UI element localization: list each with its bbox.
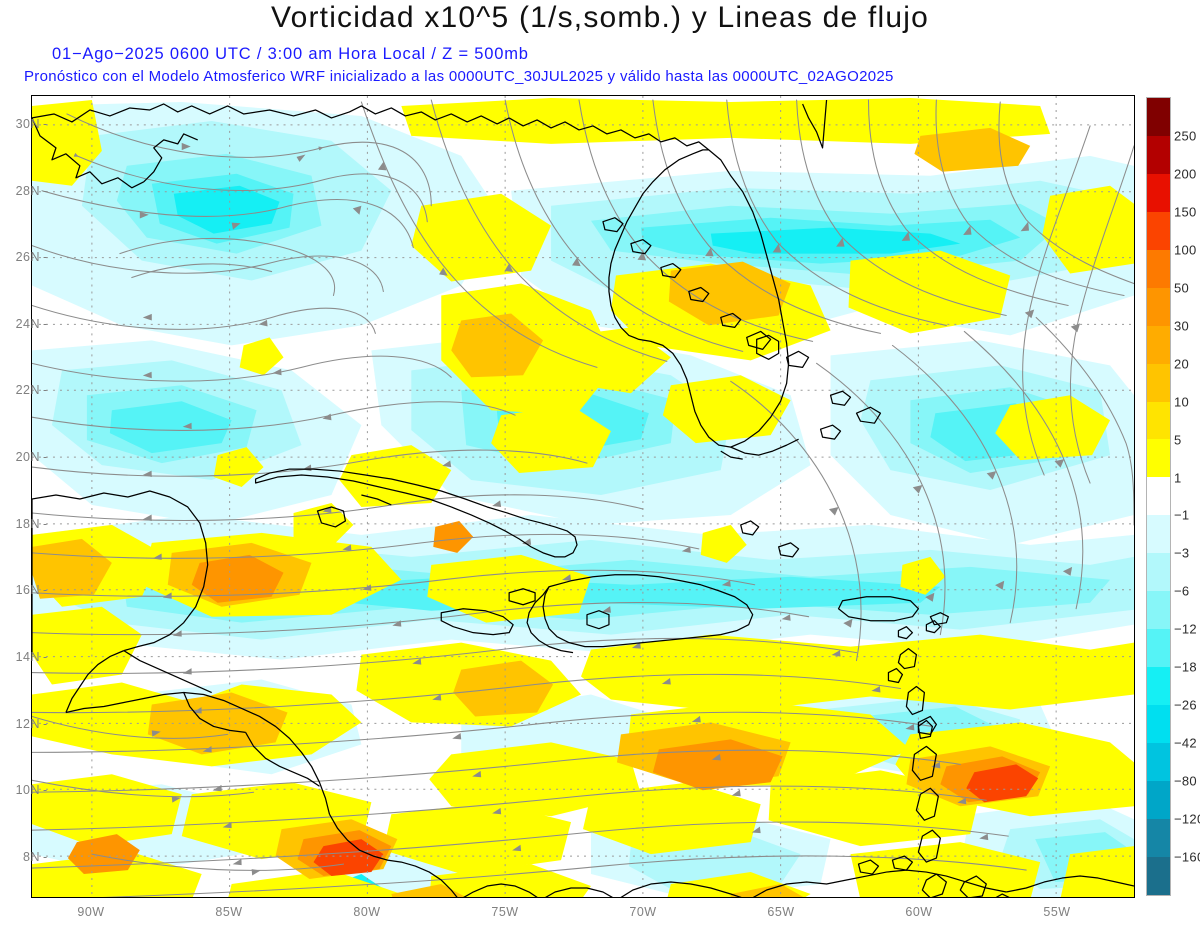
colorbar-band [1147,363,1170,402]
weather-map [32,96,1134,897]
colorbar-tick-label: 1 [1174,470,1182,486]
lat-tick-label: 12N [15,717,40,731]
colorbar-band [1147,742,1170,781]
lat-tick-mark: - [43,383,48,397]
colorbar-band [1147,98,1170,136]
chart-header: Vorticidad x10^5 (1/s,somb.) y Lineas de… [0,0,1200,95]
lat-tick-mark: - [43,717,48,731]
colorbar-tick-label: −160 [1174,849,1200,865]
lon-tick-label: 85W [215,905,243,919]
lat-tick-label: 10N [15,783,40,797]
lat-tick-mark: - [43,517,48,531]
colorbar-band [1147,477,1170,516]
colorbar-tick-label: 10 [1174,394,1190,410]
colorbar-tick-label: 150 [1174,204,1197,220]
colorbar-tick-label: −1 [1174,507,1190,523]
map-plot-area: Sisπ − ONAMET/REP.DOM. [31,95,1135,898]
colorbar-tick-label: −80 [1174,773,1197,789]
colorbar-tick-label: 50 [1174,280,1190,296]
colorbar-band [1147,287,1170,326]
lat-tick-mark: - [43,783,48,797]
colorbar-band [1147,515,1170,554]
subtitle-datetime: 01−Ago−2025 0600 UTC / 3:00 am Hora Loca… [52,45,529,63]
lon-tick-label: 55W [1043,905,1071,919]
colorbar [1146,97,1171,896]
map-gridlines [32,96,1134,897]
colorbar-band [1147,856,1170,895]
lat-tick-mark: - [43,317,48,331]
lat-tick-mark: - [43,117,48,131]
colorbar-band [1147,439,1170,478]
lon-tick-label: 80W [353,905,381,919]
colorbar-tick-label: 200 [1174,166,1197,182]
colorbar-band [1147,818,1170,857]
colorbar-tick-label: 30 [1174,318,1190,334]
lat-tick-mark: - [43,250,48,264]
lat-tick-label: 20N [15,450,40,464]
lat-tick-label: 22N [15,383,40,397]
colorbar-tick-label: −12 [1174,621,1197,637]
colorbar-tick-label: 250 [1174,128,1197,144]
colorbar-tick-label: −3 [1174,545,1190,561]
lat-tick-mark: - [43,184,48,198]
colorbar-band [1147,249,1170,288]
colorbar-tick-label: −6 [1174,583,1190,599]
lat-tick-label: 16N [15,583,40,597]
lat-tick-mark: - [43,650,48,664]
lon-tick-label: 70W [629,905,657,919]
lon-tick-label: 90W [77,905,105,919]
colorbar-band [1147,629,1170,668]
lat-tick-label: 28N [15,184,40,198]
lat-tick-label: 30N [15,117,40,131]
lon-tick-label: 60W [905,905,933,919]
lat-tick-mark: - [43,583,48,597]
colorbar-tick-label: 5 [1174,432,1182,448]
lat-tick-label: 8N [23,850,40,864]
colorbar-band [1147,553,1170,592]
lat-tick-label: 26N [15,250,40,264]
colorbar-band [1147,591,1170,630]
coastlines [32,99,1134,897]
colorbar-band [1147,173,1170,212]
lat-tick-label: 14N [15,650,40,664]
colorbar-tick-label: 20 [1174,356,1190,372]
lon-tick-label: 65W [767,905,795,919]
colorbar-band [1147,780,1170,819]
lat-tick-label: 24N [15,317,40,331]
colorbar-tick-label: −18 [1174,659,1197,675]
colorbar-band [1147,211,1170,250]
colorbar-band [1147,135,1170,174]
colorbar-band [1147,401,1170,440]
colorbar-band [1147,667,1170,705]
colorbar-band [1147,705,1170,743]
streamline-arrows [139,142,1081,876]
colorbar-tick-label: 100 [1174,242,1197,258]
page-title: Vorticidad x10^5 (1/s,somb.) y Lineas de… [271,1,929,34]
subtitle-model-info: Pronóstico con el Modelo Atmosferico WRF… [24,68,894,85]
vorticity-shading [32,97,1134,897]
lat-tick-label: 18N [15,517,40,531]
colorbar-tick-label: −42 [1174,735,1197,751]
lon-tick-label: 75W [491,905,519,919]
colorbar-tick-label: −26 [1174,697,1197,713]
lat-tick-mark: - [43,850,48,864]
streamlines [32,99,1134,897]
colorbar-tick-labels: 250 200 150 100 50 30 20 10 5 1 −1 −3 −6 −12 −18 −26 −42… [1174,97,1200,896]
colorbar-band [1147,325,1170,364]
colorbar-tick-label: −120 [1174,811,1200,827]
lat-tick-mark: - [43,450,48,464]
